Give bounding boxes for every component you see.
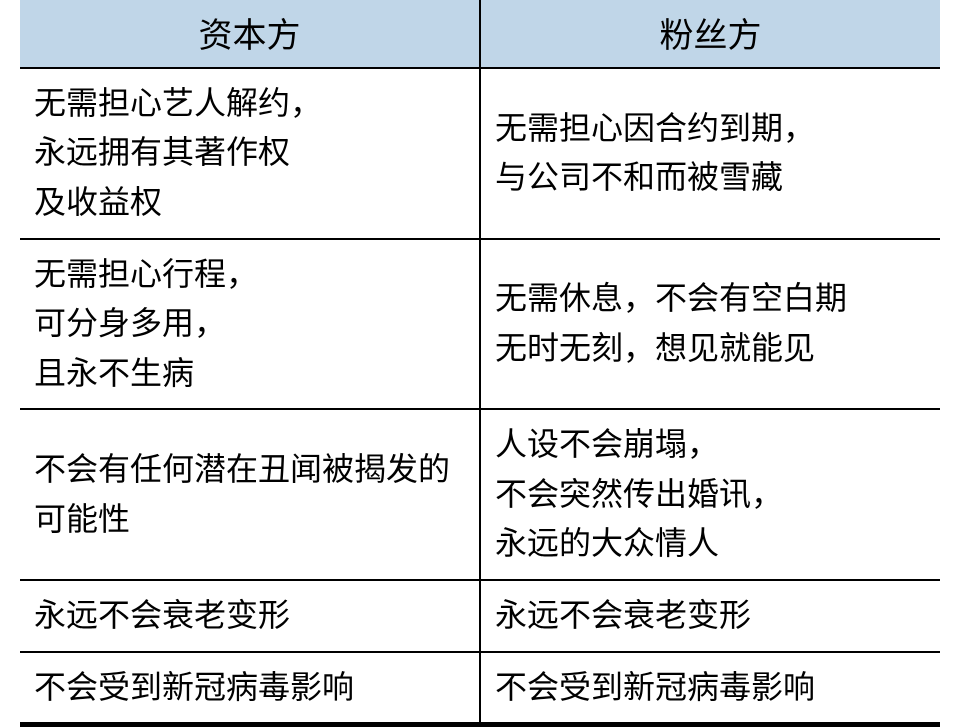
cell-text-line: 及收益权 [34,178,465,228]
table-cell-capital: 不会有任何潜在丑闻被揭发的可能性 [20,409,480,580]
cell-text-line: 无需担心行程， [34,250,465,300]
table-cell-capital: 无需担心行程，可分身多用，且永不生病 [20,239,480,410]
column-header-fans: 粉丝方 [480,0,940,68]
cell-text-line: 不会受到新冠病毒影响 [34,663,465,713]
table-row: 无需担心行程，可分身多用，且永不生病无需休息，不会有空白期无时无刻，想见就能见 [20,239,940,410]
comparison-table-container: 资本方 粉丝方 无需担心艺人解约，永远拥有其著作权及收益权无需担心因合约到期，与… [20,0,940,727]
cell-text-line: 无需休息，不会有空白期 [495,274,926,324]
cell-text-line: 永远不会衰老变形 [34,591,465,641]
table-body: 无需担心艺人解约，永远拥有其著作权及收益权无需担心因合约到期，与公司不和而被雪藏… [20,68,940,723]
table-cell-fans: 人设不会崩塌，不会突然传出婚讯，永远的大众情人 [480,409,940,580]
cell-text-line: 永远拥有其著作权 [34,128,465,178]
cell-text-line: 且永不生病 [34,349,465,399]
cell-text-line: 无需担心艺人解约， [34,79,465,129]
cell-text-line: 永远不会衰老变形 [495,591,926,641]
cell-text-line: 人设不会崩塌， [495,420,926,470]
table-cell-fans: 永远不会衰老变形 [480,580,940,652]
cell-text-line: 无时无刻，想见就能见 [495,324,926,374]
cell-text-line: 无需担心因合约到期， [495,104,926,154]
table-row: 永远不会衰老变形永远不会衰老变形 [20,580,940,652]
table-cell-capital: 永远不会衰老变形 [20,580,480,652]
cell-text-line: 永远的大众情人 [495,519,926,569]
cell-text-line: 不会有任何潜在丑闻被揭发的可能性 [34,445,465,544]
column-header-capital: 资本方 [20,0,480,68]
table-row: 不会受到新冠病毒影响不会受到新冠病毒影响 [20,652,940,723]
table-header-row: 资本方 粉丝方 [20,0,940,68]
table-cell-capital: 不会受到新冠病毒影响 [20,652,480,723]
table-cell-fans: 不会受到新冠病毒影响 [480,652,940,723]
cell-text-line: 可分身多用， [34,299,465,349]
comparison-table: 资本方 粉丝方 无需担心艺人解约，永远拥有其著作权及收益权无需担心因合约到期，与… [20,0,940,722]
table-cell-capital: 无需担心艺人解约，永远拥有其著作权及收益权 [20,68,480,239]
table-cell-fans: 无需担心因合约到期，与公司不和而被雪藏 [480,68,940,239]
table-row: 不会有任何潜在丑闻被揭发的可能性人设不会崩塌，不会突然传出婚讯，永远的大众情人 [20,409,940,580]
cell-text-line: 与公司不和而被雪藏 [495,153,926,203]
cell-text-line: 不会受到新冠病毒影响 [495,663,926,713]
table-cell-fans: 无需休息，不会有空白期无时无刻，想见就能见 [480,239,940,410]
table-row: 无需担心艺人解约，永远拥有其著作权及收益权无需担心因合约到期，与公司不和而被雪藏 [20,68,940,239]
cell-text-line: 不会突然传出婚讯， [495,470,926,520]
